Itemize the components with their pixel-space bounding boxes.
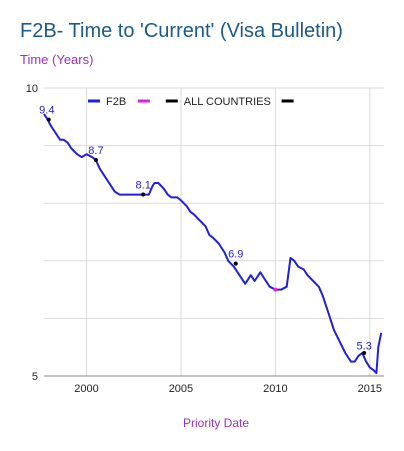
chart-subtitle: Time (Years) [20,52,94,67]
data-label: 9.4 [39,105,54,117]
x-axis-label: Priority Date [183,416,249,430]
legend-label: F2B [106,96,126,108]
data-label: 8.1 [136,179,151,191]
data-point-marker [46,117,51,122]
data-label: 5.3 [357,341,372,353]
x-tick-label: 2010 [263,383,287,395]
data-label: 6.9 [228,249,243,261]
legend-label: ALL COUNTRIES [184,96,271,108]
data-point-marker [233,261,238,266]
y-tick-label: 5 [32,371,38,383]
data-point-marker [141,192,146,197]
data-point-marker [273,287,278,292]
x-tick-label: 2015 [358,383,382,395]
data-point-marker [362,350,367,355]
data-point-marker [93,158,98,162]
data-label: 8.7 [88,145,103,157]
chart-title: F2B- Time to 'Current' (Visa Bulletin) [20,20,343,42]
marker-layer [46,117,367,355]
x-tick-label: 2000 [74,383,98,395]
y-tick-label: 10 [26,83,38,95]
x-tick-label: 2005 [169,383,193,395]
annotation-layer: 9.4 8.7 8.1 6.9 5.3 [39,105,372,353]
axis-layer: 2000 2005 2010 2015 5 10 [26,83,384,395]
legend: F2B ALL COUNTRIES [88,96,294,108]
grid-layer [44,87,384,377]
